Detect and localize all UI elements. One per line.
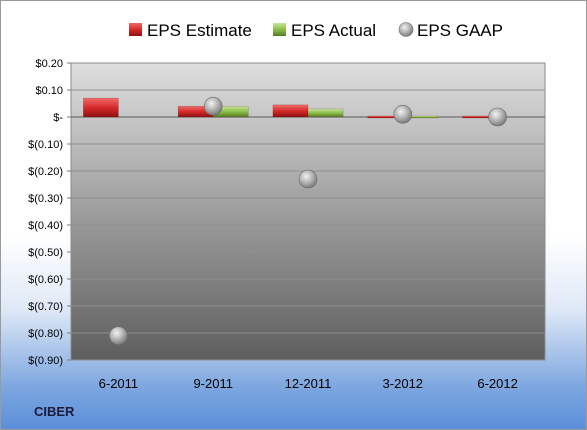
legend-label: EPS Actual xyxy=(291,21,376,40)
bar-eps-actual xyxy=(307,108,344,118)
legend: EPS Estimate EPS Actual EPS GAAP xyxy=(129,21,503,40)
marker-eps-gaap xyxy=(203,96,223,116)
legend-swatch xyxy=(129,23,142,36)
bar-eps-estimate xyxy=(83,97,119,118)
marker-eps-gaap xyxy=(393,105,413,124)
y-tick-label: $(0.70) xyxy=(28,301,63,313)
x-tick-label: 6-2011 xyxy=(99,376,139,391)
y-tick-label: $0.20 xyxy=(35,58,63,70)
legend-label: EPS Estimate xyxy=(147,21,252,40)
y-tick-label: $(0.20) xyxy=(28,166,63,178)
y-tick-label: $- xyxy=(53,112,63,124)
y-tick-label: $(0.80) xyxy=(28,328,63,340)
x-tick-label: 3-2012 xyxy=(383,376,423,391)
y-tick-label: $(0.10) xyxy=(28,139,63,151)
gaap-markers xyxy=(109,96,507,346)
y-axis: $0.20 $0.10 $- $(0.10) $(0.20) $(0.30) $(0.40)… xyxy=(28,58,71,367)
company-label: CIBER xyxy=(34,404,75,419)
x-tick-label: 6-2012 xyxy=(477,376,517,391)
legend-swatch xyxy=(273,23,286,36)
y-tick-label: $(0.40) xyxy=(28,220,63,232)
y-tick-label: $(0.30) xyxy=(28,193,63,205)
grid-lines xyxy=(71,62,545,361)
marker-eps-gaap xyxy=(109,326,128,346)
legend-label: EPS GAAP xyxy=(417,21,503,40)
y-tick-label: $0.10 xyxy=(35,85,63,97)
x-axis: 6-2011 9-2011 12-2011 3-2012 6-2012 xyxy=(99,376,518,391)
marker-eps-gaap xyxy=(488,107,507,127)
bar-eps-estimate xyxy=(272,104,309,118)
x-tick-label: 12-2011 xyxy=(285,376,332,391)
legend-swatch xyxy=(398,22,414,37)
y-tick-label: $(0.90) xyxy=(28,355,63,367)
x-tick-label: 9-2011 xyxy=(193,376,233,391)
marker-eps-gaap xyxy=(298,169,318,189)
y-tick-label: $(0.60) xyxy=(28,274,63,286)
y-tick-label: $(0.50) xyxy=(28,247,63,259)
